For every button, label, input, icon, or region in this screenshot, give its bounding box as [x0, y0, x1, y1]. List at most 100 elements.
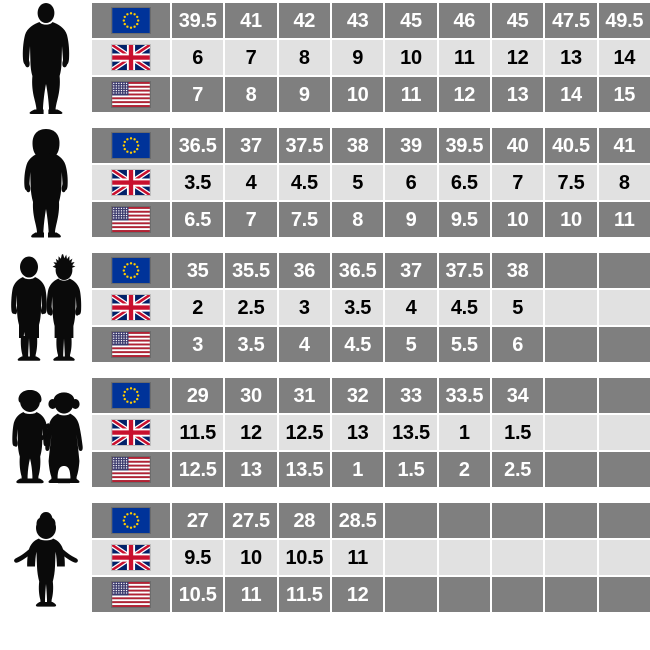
size-cell-empty [598, 327, 650, 362]
size-cell: 14 [598, 40, 650, 75]
size-cell: 47.5 [545, 3, 597, 38]
size-cell: 13.5 [385, 415, 437, 450]
size-cell-empty [598, 415, 650, 450]
size-cell: 10.5 [172, 577, 224, 612]
size-group-toddler: 27 27.5 28 28.5 9.5 10 10.5 11 10.5 11 11.5 12 [0, 500, 650, 615]
size-cell-empty [598, 378, 650, 413]
size-cell: 13.5 [278, 452, 330, 487]
size-cell: 12 [491, 40, 544, 75]
size-cell: 41 [598, 128, 650, 163]
size-cell: 42 [278, 3, 330, 38]
size-cell-empty [598, 540, 650, 575]
uk-flag-icon [92, 40, 170, 75]
size-cell-empty [598, 503, 650, 538]
size-cell-empty [545, 503, 597, 538]
size-cell: 4 [278, 327, 330, 362]
size-cell: 35 [172, 253, 224, 288]
size-cell-empty [385, 503, 437, 538]
size-cell-empty [438, 577, 490, 612]
size-grid-older-kids: 35 35.5 36 36.5 37 37.5 38 2 2.5 3 3.5 4 4.5 5 3 3.5 4… [92, 250, 650, 365]
size-cell: 36 [278, 253, 330, 288]
size-row-older-kids-eu: 35 35.5 36 36.5 37 37.5 38 [92, 253, 650, 288]
size-cell-empty [545, 327, 597, 362]
eu-flag-icon [92, 3, 170, 38]
size-cell-empty [491, 577, 544, 612]
size-cell-empty [545, 577, 597, 612]
size-cell: 39 [385, 128, 437, 163]
size-row-older-kids-uk: 2 2.5 3 3.5 4 4.5 5 [92, 290, 650, 325]
uk-flag-icon [92, 415, 170, 450]
size-cell: 1.5 [491, 415, 544, 450]
size-cell: 6 [491, 327, 544, 362]
size-cell: 10 [225, 540, 277, 575]
size-cell: 38 [331, 128, 384, 163]
size-cell: 36.5 [172, 128, 224, 163]
size-cell: 39.5 [438, 128, 490, 163]
size-cell: 7.5 [278, 202, 330, 237]
size-cell: 11.5 [278, 577, 330, 612]
size-cell-empty [491, 540, 544, 575]
size-cell: 29 [172, 378, 224, 413]
size-cell-empty [545, 452, 597, 487]
woman-silhouette-icon [0, 125, 92, 240]
size-cell: 4.5 [278, 165, 330, 200]
size-row-young-kids-eu: 29 30 31 32 33 33.5 34 [92, 378, 650, 413]
size-cell: 6.5 [438, 165, 490, 200]
size-grid-men: 39.5 41 42 43 45 46 45 47.5 49.5 6 7 8 9 10 11 12 13 14 … [92, 0, 650, 115]
size-cell: 3.5 [172, 165, 224, 200]
size-cell: 7 [225, 202, 277, 237]
size-cell: 10.5 [278, 540, 330, 575]
size-cell: 1 [438, 415, 490, 450]
size-cell: 15 [598, 77, 650, 112]
size-cell: 4.5 [438, 290, 490, 325]
size-row-young-kids-us: 12.5 13 13.5 1 1.5 2 2.5 [92, 452, 650, 487]
us-flag-icon [92, 327, 170, 362]
older-children-silhouette-icon [0, 250, 92, 365]
size-cell-empty [385, 577, 437, 612]
size-cell: 6.5 [172, 202, 224, 237]
us-flag-icon [92, 577, 170, 612]
size-cell: 8 [331, 202, 384, 237]
size-row-older-kids-us: 3 3.5 4 4.5 5 5.5 6 [92, 327, 650, 362]
size-cell: 4 [385, 290, 437, 325]
uk-flag-icon [92, 540, 170, 575]
eu-flag-icon [92, 503, 170, 538]
size-cell: 27 [172, 503, 224, 538]
size-cell: 2.5 [491, 452, 544, 487]
size-cell-empty [545, 540, 597, 575]
size-cell: 4.5 [331, 327, 384, 362]
size-cell: 34 [491, 378, 544, 413]
size-cell-empty [438, 540, 490, 575]
size-group-men: 39.5 41 42 43 45 46 45 47.5 49.5 6 7 8 9 10 11 12 13 14 … [0, 0, 650, 115]
size-cell: 12 [438, 77, 490, 112]
size-cell: 33 [385, 378, 437, 413]
size-cell: 40.5 [545, 128, 597, 163]
size-cell: 33.5 [438, 378, 490, 413]
size-cell-empty [545, 415, 597, 450]
size-cell: 10 [331, 77, 384, 112]
size-cell: 12 [225, 415, 277, 450]
size-cell: 3 [278, 290, 330, 325]
size-cell: 10 [385, 40, 437, 75]
size-cell: 41 [225, 3, 277, 38]
size-cell-empty [545, 253, 597, 288]
man-silhouette-icon [0, 0, 92, 115]
size-cell: 8 [598, 165, 650, 200]
size-cell: 3.5 [225, 327, 277, 362]
size-cell: 11 [598, 202, 650, 237]
size-cell: 7.5 [545, 165, 597, 200]
size-row-toddler-us: 10.5 11 11.5 12 [92, 577, 650, 612]
size-cell-empty [598, 577, 650, 612]
size-cell-empty [545, 378, 597, 413]
size-grid-young-kids: 29 30 31 32 33 33.5 34 11.5 12 12.5 13 13.5 1 1.5 12… [92, 375, 650, 490]
size-cell: 40 [491, 128, 544, 163]
size-row-women-us: 6.5 7 7.5 8 9 9.5 10 10 11 [92, 202, 650, 237]
size-cell: 2 [438, 452, 490, 487]
size-cell: 37 [225, 128, 277, 163]
size-cell: 10 [545, 202, 597, 237]
size-cell: 30 [225, 378, 277, 413]
group-separator [0, 365, 650, 375]
size-cell: 5 [385, 327, 437, 362]
size-cell: 8 [225, 77, 277, 112]
